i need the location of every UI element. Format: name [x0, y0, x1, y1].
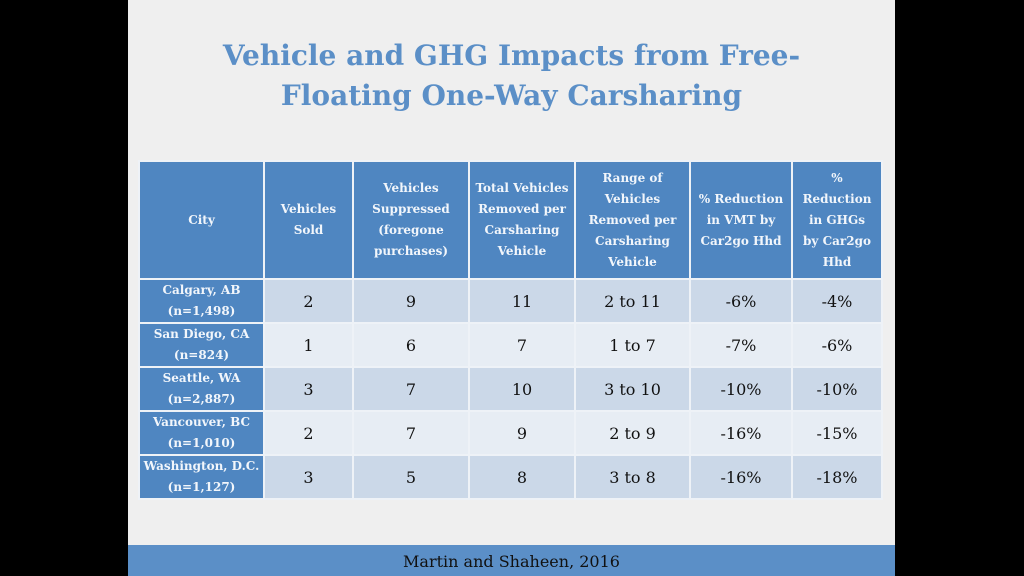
- column-header-line: Removed per: [588, 212, 677, 227]
- city-name: Calgary, AB: [162, 283, 241, 297]
- column-header-line: purchases): [373, 244, 449, 258]
- table-row: Vancouver, BC (n=1,010) 2 7 9 2 to 9 -16% -15%: [138, 410, 883, 456]
- table-body: Calgary, AB (n=1,498) 2 9 11 2 to 11 -6% -4% San…: [138, 278, 883, 500]
- column-header-line: by Car2go: [803, 233, 871, 248]
- column-header-ghg-reduction: % Reduction in GHGs by Car2go Hhd: [791, 160, 883, 280]
- footer-bar: Martin and Shaheen, 2016: [128, 545, 895, 576]
- value-cell-sold: 3: [263, 366, 354, 412]
- column-header-line: Vehicle: [608, 254, 657, 269]
- city-name: Vancouver, BC: [152, 415, 251, 429]
- table-row: Calgary, AB (n=1,498) 2 9 11 2 to 11 -6% -4%: [138, 278, 883, 324]
- value-cell-sold: 2: [263, 278, 354, 324]
- value-cell-range: 3 to 8: [574, 454, 691, 500]
- column-header-vehicles-sold: Vehicles Sold: [263, 160, 354, 280]
- city-sample-size: (n=824): [173, 348, 230, 362]
- value-cell-vmt: -6%: [689, 278, 793, 324]
- value-cell-total: 9: [468, 410, 576, 456]
- impacts-table: City Vehicles Sold Vehicles Suppressed (foreg…: [138, 160, 883, 500]
- value-cell-suppressed: 5: [352, 454, 470, 500]
- city-sample-size: (n=1,498): [167, 304, 236, 318]
- table-header-row: City Vehicles Sold Vehicles Suppressed (foreg…: [138, 160, 883, 280]
- city-cell: Vancouver, BC (n=1,010): [138, 410, 265, 456]
- city-sample-size: (n=1,010): [167, 436, 236, 450]
- column-header-line: %: [831, 170, 843, 185]
- value-cell-sold: 1: [263, 322, 354, 368]
- column-header-line: Car2go Hhd: [700, 233, 782, 248]
- value-cell-suppressed: 7: [352, 366, 470, 412]
- city-sample-size: (n=1,127): [167, 480, 236, 494]
- value-cell-vmt: -16%: [689, 410, 793, 456]
- table-row: Washington, D.C. (n=1,127) 3 5 8 3 to 8 -16% -1…: [138, 454, 883, 500]
- value-cell-suppressed: 6: [352, 322, 470, 368]
- column-header-line: Vehicles: [604, 191, 661, 206]
- value-cell-total: 8: [468, 454, 576, 500]
- value-cell-range: 2 to 11: [574, 278, 691, 324]
- column-header-line: Carsharing: [595, 233, 670, 248]
- value-cell-vmt: -10%: [689, 366, 793, 412]
- column-header-vehicles-suppressed: Vehicles Suppressed (foregone purchases): [352, 160, 470, 280]
- column-header-line: Removed per: [478, 202, 566, 216]
- city-name: Seattle, WA: [162, 371, 241, 385]
- value-cell-total: 10: [468, 366, 576, 412]
- column-header-line: % Reduction: [698, 191, 784, 206]
- column-header-line: Total Vehicles: [475, 181, 569, 195]
- presentation-slide: Vehicle and GHG Impacts from Free- Float…: [128, 0, 895, 576]
- column-header-vmt-reduction: % Reduction in VMT by Car2go Hhd: [689, 160, 793, 280]
- column-header-line: Reduction: [802, 191, 872, 206]
- column-header-total-vehicles-removed: Total Vehicles Removed per Carsharing Vehic…: [468, 160, 576, 280]
- city-cell: San Diego, CA (n=824): [138, 322, 265, 368]
- value-cell-vmt: -16%: [689, 454, 793, 500]
- slide-title-line-2: Floating One-Way Carsharing: [280, 79, 743, 112]
- value-cell-ghg: -4%: [791, 278, 883, 324]
- city-sample-size: (n=2,887): [167, 392, 236, 406]
- city-cell: Washington, D.C. (n=1,127): [138, 454, 265, 500]
- city-name: Washington, D.C.: [143, 459, 260, 473]
- column-header-line: (foregone: [378, 223, 444, 237]
- column-header-line: Vehicle: [497, 244, 547, 258]
- city-cell: Calgary, AB (n=1,498): [138, 278, 265, 324]
- value-cell-range: 2 to 9: [574, 410, 691, 456]
- table-row: San Diego, CA (n=824) 1 6 7 1 to 7 -7% -6%: [138, 322, 883, 368]
- city-cell: Seattle, WA (n=2,887): [138, 366, 265, 412]
- column-header-line: Vehicles: [280, 202, 337, 216]
- column-header-line: Hhd: [822, 254, 852, 269]
- value-cell-suppressed: 7: [352, 410, 470, 456]
- column-header-range-vehicles-removed: Range of Vehicles Removed per Carsharing Veh…: [574, 160, 691, 280]
- value-cell-total: 7: [468, 322, 576, 368]
- slide-title-line-1: Vehicle and GHG Impacts from Free-: [222, 39, 801, 72]
- value-cell-vmt: -7%: [689, 322, 793, 368]
- city-name: San Diego, CA: [153, 327, 250, 341]
- slide-title: Vehicle and GHG Impacts from Free- Float…: [128, 36, 895, 116]
- column-header-line: Carsharing: [484, 223, 560, 237]
- value-cell-ghg: -10%: [791, 366, 883, 412]
- value-cell-sold: 3: [263, 454, 354, 500]
- value-cell-ghg: -18%: [791, 454, 883, 500]
- column-header-line: in VMT by: [706, 212, 776, 227]
- value-cell-ghg: -6%: [791, 322, 883, 368]
- citation-text: Martin and Shaheen, 2016: [403, 552, 620, 571]
- column-header-city: City: [138, 160, 265, 280]
- column-header-line: Range of: [602, 170, 663, 185]
- column-header-line: City: [188, 212, 215, 227]
- value-cell-suppressed: 9: [352, 278, 470, 324]
- value-cell-sold: 2: [263, 410, 354, 456]
- value-cell-total: 11: [468, 278, 576, 324]
- table-row: Seattle, WA (n=2,887) 3 7 10 3 to 10 -10% -10%: [138, 366, 883, 412]
- value-cell-ghg: -15%: [791, 410, 883, 456]
- column-header-line: Suppressed: [372, 202, 450, 216]
- value-cell-range: 3 to 10: [574, 366, 691, 412]
- column-header-line: Sold: [293, 223, 324, 237]
- value-cell-range: 1 to 7: [574, 322, 691, 368]
- column-header-line: in GHGs: [808, 212, 866, 227]
- column-header-line: Vehicles: [383, 181, 439, 195]
